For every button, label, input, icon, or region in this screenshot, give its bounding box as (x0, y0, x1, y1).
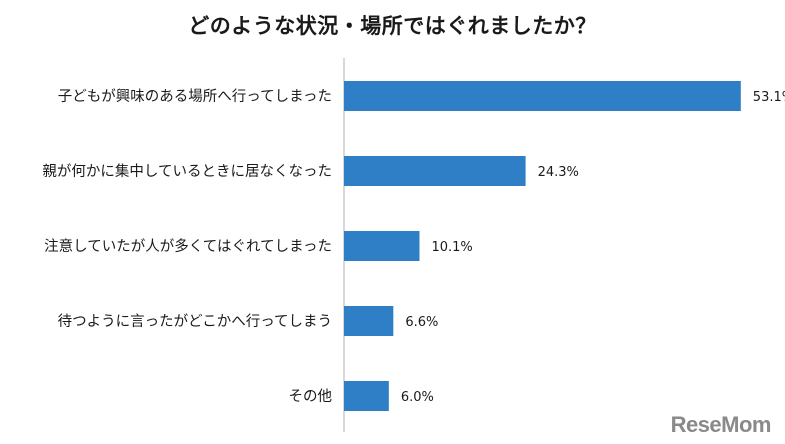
value-label: 6.0% (401, 390, 434, 405)
bar (344, 381, 389, 411)
value-label: 6.6% (405, 315, 438, 330)
bar (344, 156, 526, 186)
category-label: 注意していたが人が多くてはぐれてしまった (44, 237, 332, 255)
category-label: 子どもが興味のある場所へ行ってしまった (58, 88, 332, 105)
category-label: その他 (289, 388, 333, 405)
value-label: 24.3% (538, 165, 579, 180)
bar (344, 306, 394, 336)
chart-title: どのような状況・場所ではぐれましたか？ (188, 14, 597, 38)
bar (344, 81, 741, 111)
value-label: 10.1% (431, 240, 472, 255)
bar (344, 231, 420, 261)
value-label: 53.1% (753, 90, 785, 105)
resemom-logo: ReseMom (670, 412, 772, 437)
category-label: 親が何かに集中しているときに居なくなった (42, 163, 332, 180)
category-label: 待つように言ったがどこかへ行ってしまう (58, 313, 332, 330)
